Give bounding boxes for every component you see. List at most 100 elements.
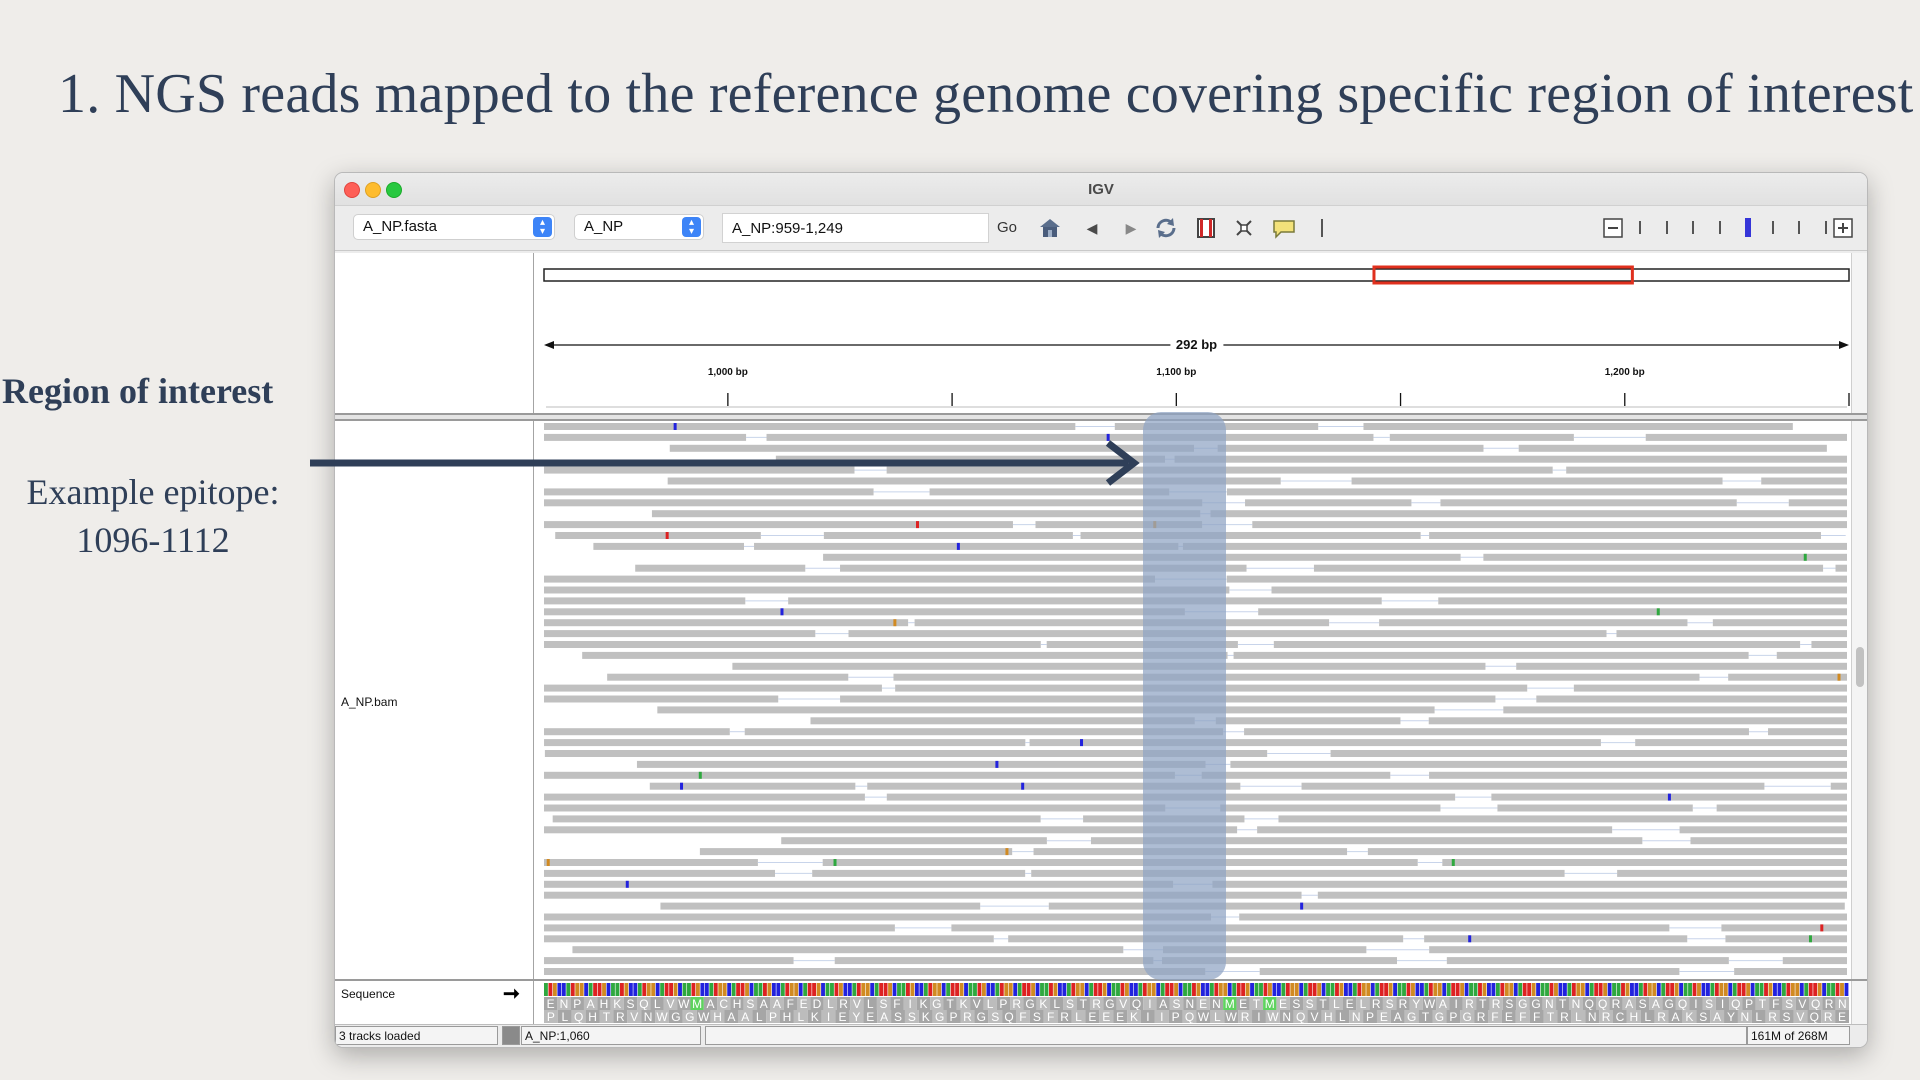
amino-acid-letter: R <box>1092 997 1101 1011</box>
sequence-base <box>704 983 709 996</box>
alignment-scrollbar[interactable] <box>1851 421 1867 979</box>
aligned-read <box>1258 608 1847 616</box>
sequence-base <box>879 983 884 996</box>
span-arrow-right-icon <box>1839 341 1849 349</box>
chromosome-ideogram <box>543 268 1850 282</box>
reads-svg <box>544 423 1847 975</box>
maximize-window-button[interactable] <box>386 182 402 198</box>
sequence-base <box>584 983 589 996</box>
panel-divider[interactable] <box>335 413 1867 421</box>
amino-acid-cell <box>1063 997 1077 1010</box>
zoom-level-tick[interactable] <box>1824 221 1827 234</box>
bam-track-label[interactable]: A_NP.bam <box>341 695 398 709</box>
back-icon[interactable]: ◀ <box>1086 220 1098 236</box>
sequence-base <box>1361 983 1366 996</box>
span-arrow-left-icon <box>544 341 554 349</box>
zoom-in-icon[interactable] <box>1831 216 1855 240</box>
amino-acid-letter: E <box>866 1010 874 1024</box>
mismatch-base <box>915 521 919 529</box>
aligned-read <box>544 880 1174 888</box>
amino-acid-cell <box>1675 997 1690 1010</box>
amino-acid-letter: M <box>1265 997 1275 1011</box>
aligned-read <box>544 826 1238 834</box>
sequence-base <box>1138 983 1143 996</box>
sequence-base <box>914 983 919 996</box>
amino-acid-letter: S <box>1386 997 1394 1011</box>
aligned-read <box>1497 804 1693 812</box>
sequence-base <box>1071 983 1076 996</box>
sequence-base <box>602 983 606 996</box>
resize-icon[interactable] <box>1232 216 1256 240</box>
popup-info-icon[interactable] <box>1271 216 1295 240</box>
home-icon[interactable] <box>1038 216 1062 240</box>
close-window-button[interactable] <box>344 182 360 198</box>
amino-acid-cell <box>960 1010 975 1023</box>
sequence-base <box>861 983 866 996</box>
amino-acid-cell <box>650 997 664 1010</box>
mismatch-base <box>780 608 784 616</box>
sequence-base <box>1419 983 1424 996</box>
genome-dropdown[interactable]: A_NP.fasta ▴ ▾ <box>353 214 555 240</box>
aligned-read <box>1635 739 1847 747</box>
amino-acid-letter: M <box>692 997 702 1011</box>
chromosome-dropdown[interactable]: A_NP ▴ ▾ <box>574 214 704 240</box>
amino-acid-cell <box>835 1010 850 1023</box>
locus-search-input[interactable] <box>722 213 989 243</box>
amino-acid-letter: S <box>627 997 635 1011</box>
amino-acid-letter: H <box>588 1010 597 1024</box>
sequence-base <box>713 983 718 996</box>
zoom-out-icon[interactable] <box>1601 216 1625 240</box>
sequence-base <box>1567 983 1572 996</box>
amino-acid-cell <box>1129 997 1144 1010</box>
sequence-base <box>968 983 973 996</box>
aligned-read <box>1503 706 1847 714</box>
aligned-read <box>544 793 865 801</box>
mismatch-base <box>1451 859 1455 866</box>
amino-acid-cell <box>1835 1010 1849 1023</box>
ruler-line-icon[interactable] <box>1310 216 1334 240</box>
sequence-base <box>1621 983 1625 996</box>
amino-acid-cell <box>1196 1010 1211 1023</box>
ruler-area[interactable]: 292 bp 1,000 bp 1,100 bp 1,200 bp <box>542 253 1851 413</box>
roi-icon[interactable] <box>1194 216 1218 240</box>
zoom-level-tick[interactable] <box>1665 221 1668 234</box>
sequence-base <box>1813 983 1818 996</box>
amino-acid-letter: V <box>1796 1010 1804 1024</box>
refresh-icon[interactable] <box>1154 216 1178 240</box>
amino-acid-letter: N <box>1352 1010 1361 1024</box>
sequence-base <box>923 983 928 996</box>
zoom-level-tick[interactable] <box>1692 221 1694 234</box>
sequence-track-label[interactable]: Sequence <box>341 987 396 1001</box>
zoom-level-tick[interactable] <box>1771 221 1774 234</box>
forward-icon[interactable]: ▶ <box>1125 220 1137 236</box>
scrollbar-thumb[interactable] <box>1856 647 1864 687</box>
zoom-level-tick[interactable] <box>1639 221 1641 234</box>
aligned-read <box>1728 673 1847 681</box>
amino-acid-letter: P <box>547 1010 555 1024</box>
amino-acid-letter: G <box>1518 997 1527 1011</box>
aligned-read <box>636 760 1206 768</box>
sequence-base <box>651 983 656 996</box>
amino-acid-cell <box>1249 997 1264 1010</box>
zoom-level-tick[interactable] <box>1718 221 1721 234</box>
amino-acid-cell <box>1279 1010 1294 1023</box>
sequence-base <box>1205 983 1210 996</box>
alignment-track[interactable] <box>542 421 1851 979</box>
amino-acid-letter: T <box>1547 1010 1555 1024</box>
minimize-window-button[interactable] <box>365 182 381 198</box>
arrow-right-icon[interactable]: ➞ <box>503 983 520 1005</box>
sequence-base <box>1683 983 1688 996</box>
amino-acid-cell <box>1516 997 1530 1010</box>
aligned-read <box>1244 728 1749 736</box>
header-scrollbar[interactable] <box>1851 253 1867 413</box>
sequence-scrollbar[interactable] <box>1851 981 1867 1024</box>
aligned-read <box>544 433 747 441</box>
go-button[interactable]: Go <box>997 219 1018 236</box>
amino-acid-cell <box>627 1010 642 1023</box>
zoom-level-tick[interactable] <box>1798 221 1800 234</box>
aligned-read <box>544 630 816 638</box>
amino-acid-letter: R <box>839 997 848 1011</box>
amino-acid-letter: H <box>1324 1010 1333 1024</box>
zoom-level-tick[interactable] <box>1745 218 1751 237</box>
